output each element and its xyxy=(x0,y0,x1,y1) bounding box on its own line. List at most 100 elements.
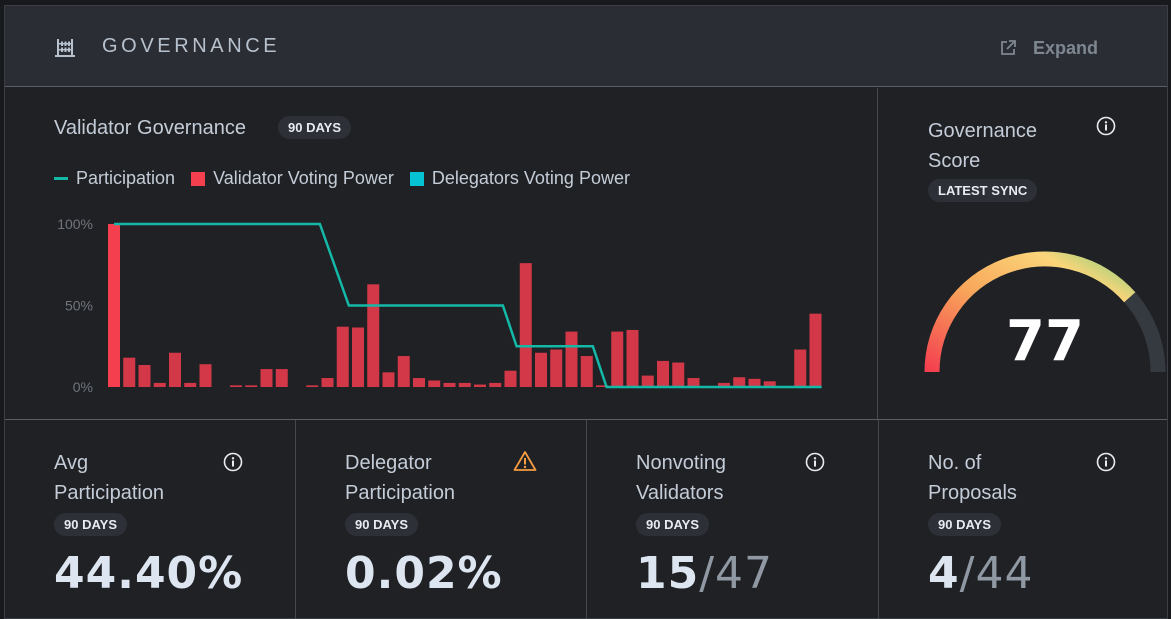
stat-delegator-participation: Delegator Participation 90 DAYS 0.02% xyxy=(296,420,586,619)
legend-item-delegators-voting-power[interactable]: Delegators Voting Power xyxy=(409,168,630,189)
bar-validator-voting-power[interactable] xyxy=(397,356,410,387)
bar-validator-voting-power[interactable] xyxy=(458,382,471,387)
legend-swatch xyxy=(54,177,68,180)
info-icon[interactable] xyxy=(223,452,243,472)
stat-value: 44.40% xyxy=(54,548,243,599)
info-icon[interactable] xyxy=(1096,116,1116,136)
bar-validator-voting-power[interactable] xyxy=(184,382,197,387)
bar-validator-voting-power[interactable] xyxy=(626,329,639,387)
bar-validator-voting-power[interactable] xyxy=(550,349,563,387)
governance-score-panel: Governance Score LATEST SYNC 77 xyxy=(879,88,1167,419)
stat-value-total: /44 xyxy=(959,548,1034,599)
bar-validator-voting-power[interactable] xyxy=(672,362,685,387)
bar-validator-voting-power[interactable] xyxy=(428,380,441,387)
bar-validator-voting-power[interactable] xyxy=(367,284,380,387)
stat-value-main: 0.02% xyxy=(345,548,503,599)
bar-validator-voting-power[interactable] xyxy=(657,360,669,387)
abacus-icon xyxy=(55,39,75,57)
bar-validator-voting-power[interactable] xyxy=(565,331,578,387)
period-badge: 90 DAYS xyxy=(636,513,709,536)
stat-title: No. of Proposals xyxy=(928,452,1017,504)
score-title: Governance Score xyxy=(928,120,1037,172)
stat-avg-participation: Avg Participation 90 DAYS 44.40% xyxy=(5,420,295,619)
legend-swatch xyxy=(191,171,206,186)
bar-validator-voting-power[interactable] xyxy=(474,384,486,387)
bar-validator-voting-power[interactable] xyxy=(687,378,700,387)
column-divider xyxy=(586,420,587,619)
info-icon[interactable] xyxy=(1096,452,1116,472)
card-header: GOVERNANCE Expand xyxy=(5,6,1167,87)
stat-value-main: 15 xyxy=(636,548,700,599)
legend-item-participation[interactable]: Participation xyxy=(54,168,175,189)
card-title: GOVERNANCE xyxy=(102,35,281,57)
expand-button[interactable]: Expand xyxy=(999,36,1098,60)
legend-swatch xyxy=(409,171,424,186)
bar-validator-voting-power[interactable] xyxy=(336,326,349,387)
bar-validator-voting-power[interactable] xyxy=(763,381,776,387)
stat-value: 15/47 xyxy=(636,548,773,599)
bar-validator-voting-power[interactable] xyxy=(794,349,807,387)
bar-validator-voting-power[interactable] xyxy=(733,377,746,387)
bar-validator-voting-power[interactable] xyxy=(718,382,730,387)
bar-validator-voting-power[interactable] xyxy=(245,385,258,387)
governance-chart: 100% 50% 0% xyxy=(57,216,822,395)
stat-value-main: 44.40% xyxy=(54,548,244,599)
bar-validator-voting-power[interactable] xyxy=(611,331,624,387)
stat-title: Avg Participation xyxy=(54,452,165,504)
score-value: 77 xyxy=(1006,309,1084,374)
stat-value-main: 4 xyxy=(928,548,960,599)
bar-validator-voting-power[interactable] xyxy=(169,352,181,387)
stat-nonvoting-validators: Nonvoting Validators 90 DAYS 15/47 xyxy=(587,420,878,619)
bar-validator-voting-power[interactable] xyxy=(413,378,425,387)
bar-validator-voting-power[interactable] xyxy=(535,352,547,387)
bar-validator-voting-power[interactable] xyxy=(596,385,608,387)
chart-legend: Participation Validator Voting Power Del… xyxy=(54,168,646,189)
bar-validator-voting-power[interactable] xyxy=(230,385,242,387)
chart-title: Validator Governance xyxy=(54,117,246,139)
bar-validator-voting-power[interactable] xyxy=(123,357,136,387)
stat-value: 0.02% xyxy=(345,548,503,599)
score-gauge: 77 xyxy=(924,251,1166,374)
bar-validator-voting-power[interactable] xyxy=(108,224,120,387)
bar-validator-voting-power[interactable] xyxy=(260,369,273,387)
period-badge: 90 DAYS xyxy=(54,513,127,536)
warning-icon[interactable] xyxy=(513,450,537,472)
period-badge: 90 DAYS xyxy=(928,513,1001,536)
bar-validator-voting-power[interactable] xyxy=(306,385,319,387)
external-link-icon xyxy=(1001,40,1016,55)
bar-validator-voting-power[interactable] xyxy=(809,313,822,387)
bar-validator-voting-power[interactable] xyxy=(138,364,151,387)
y-tick-label: 50% xyxy=(65,298,93,314)
bar-validator-voting-power[interactable] xyxy=(382,372,395,387)
bar-validator-voting-power[interactable] xyxy=(321,378,334,387)
stat-title: Nonvoting Validators xyxy=(636,452,727,504)
bar-validator-voting-power[interactable] xyxy=(519,263,532,387)
bar-validator-voting-power[interactable] xyxy=(443,382,456,387)
period-badge: 90 DAYS xyxy=(278,116,351,139)
info-icon[interactable] xyxy=(805,452,825,472)
bar-validator-voting-power[interactable] xyxy=(352,327,364,387)
sync-badge: LATEST SYNC xyxy=(928,179,1038,202)
bar-validator-voting-power[interactable] xyxy=(580,356,593,387)
column-divider xyxy=(295,420,296,619)
bar-validator-voting-power[interactable] xyxy=(153,382,166,387)
y-tick-label: 100% xyxy=(57,216,93,232)
legend-label: Delegators Voting Power xyxy=(431,168,630,188)
row-divider xyxy=(5,419,1167,420)
y-tick-label: 0% xyxy=(73,379,93,395)
bar-validator-voting-power[interactable] xyxy=(275,369,288,387)
stat-no-of-proposals: No. of Proposals 90 DAYS 4/44 xyxy=(879,420,1167,619)
legend-label: Participation xyxy=(76,168,176,188)
governance-card: GOVERNANCE Expand Validator Governance 9… xyxy=(4,5,1168,619)
period-badge: 90 DAYS xyxy=(345,513,418,536)
bar-validator-voting-power[interactable] xyxy=(504,370,517,387)
legend-label: Validator Voting Power xyxy=(213,168,394,188)
bar-validator-voting-power[interactable] xyxy=(748,378,761,387)
bar-validator-voting-power[interactable] xyxy=(641,375,654,387)
legend-item-validator-voting-power[interactable]: Validator Voting Power xyxy=(191,168,394,189)
line-participation[interactable] xyxy=(114,222,822,389)
bar-validator-voting-power[interactable] xyxy=(489,382,502,387)
column-divider xyxy=(878,420,879,619)
bar-validator-voting-power[interactable] xyxy=(199,364,212,387)
gauge-fill xyxy=(924,251,1136,373)
